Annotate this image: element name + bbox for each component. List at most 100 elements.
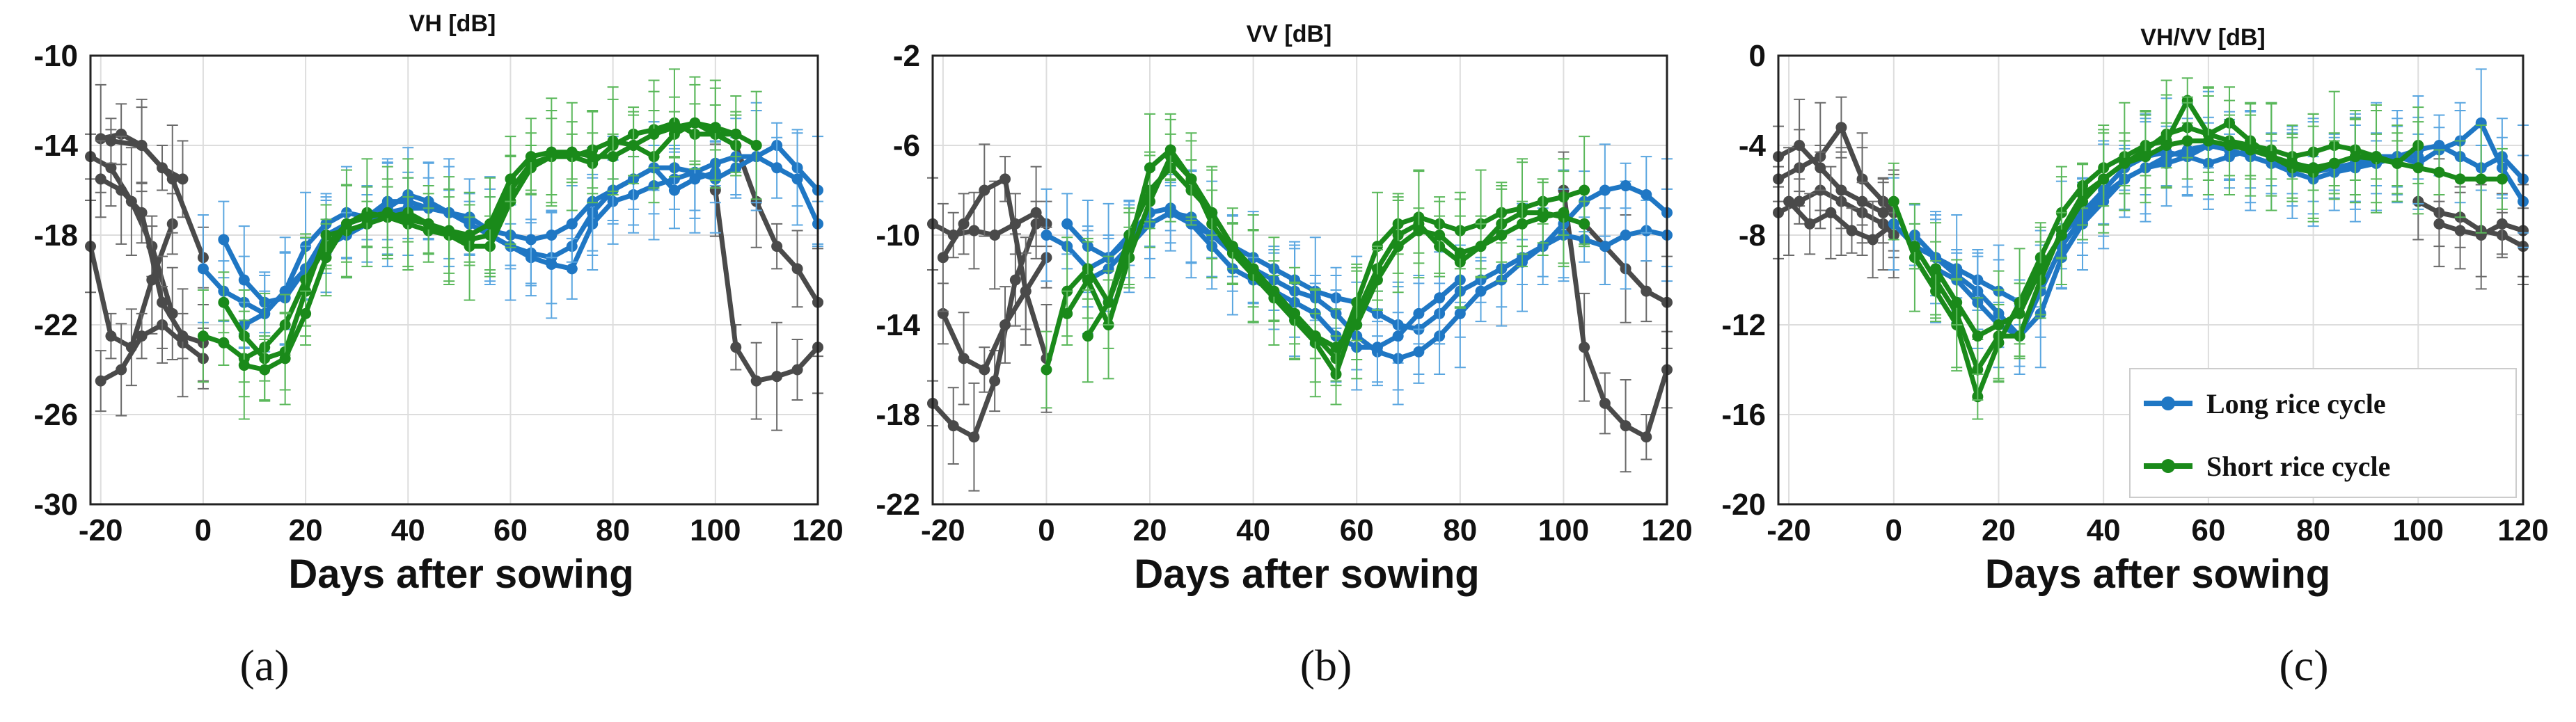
- x-tick-label: 120: [792, 513, 843, 547]
- x-tick-label: 0: [1038, 513, 1054, 547]
- data-point: [166, 173, 178, 185]
- data-point: [2077, 195, 2089, 207]
- panel-label: (b): [1300, 641, 1352, 690]
- chart-panel-3: -20 0 20 40 60 80 100 120 -20 -16 -12 -8 -4 0 VH/VV [d…: [1721, 24, 2548, 690]
- data-point: [2496, 173, 2508, 185]
- data-point: [340, 218, 352, 230]
- x-axis-label: Days after sowing: [1134, 552, 1479, 597]
- y-tick-label: -18: [33, 218, 78, 252]
- data-point: [1041, 364, 1052, 376]
- plot-frame: [931, 54, 1668, 506]
- legend: Long rice cycle Short rice cycle: [2129, 368, 2517, 498]
- y-tick-label: -18: [876, 398, 920, 432]
- data-point: [1794, 140, 1805, 151]
- y-tick-label: -22: [876, 488, 920, 522]
- data-point: [2349, 151, 2361, 163]
- data-point: [947, 420, 959, 432]
- data-point: [771, 371, 783, 383]
- series-line: [940, 176, 1049, 361]
- chart-panel-1: -20 0 20 40 60 80 100 120 -30 -26 -22 -18 -14 -10 VH […: [33, 10, 843, 690]
- data-point: [750, 375, 762, 387]
- data-point: [279, 353, 291, 364]
- y-tick-label: -12: [1721, 308, 1766, 342]
- data-point: [1783, 195, 1795, 207]
- data-point: [1061, 307, 1073, 319]
- y-tick-label: -2: [893, 39, 920, 73]
- data-point: [689, 117, 701, 129]
- data-point: [791, 364, 803, 376]
- data-point: [1496, 230, 1508, 241]
- data-point: [95, 173, 106, 185]
- legend-box: [2129, 368, 2517, 498]
- x-tick-label: -20: [1767, 513, 1811, 547]
- x-tick-label: 0: [1886, 513, 1902, 547]
- data-point: [979, 364, 990, 376]
- data-point: [1082, 330, 1093, 342]
- x-tick-label: 60: [493, 513, 528, 547]
- data-point: [1856, 195, 1868, 207]
- y-tick-label: -16: [1721, 398, 1766, 432]
- data-point: [2454, 173, 2466, 185]
- data-point: [1794, 195, 1805, 207]
- data-point: [1392, 241, 1404, 252]
- x-tick-label: 100: [1538, 513, 1589, 547]
- x-tick-label: 80: [596, 513, 630, 547]
- data-point: [791, 173, 803, 185]
- chart-title: VH [dB]: [409, 10, 496, 37]
- data-point: [197, 263, 209, 275]
- chart-panel-2: -20 0 20 40 60 80 100 120 -22 -18 -14 -10 -6 -2 VV [dB…: [876, 21, 1692, 690]
- data-point: [689, 173, 701, 185]
- data-point: [771, 162, 783, 174]
- data-point: [771, 241, 783, 252]
- data-point: [1164, 144, 1176, 156]
- data-point: [1516, 218, 1528, 230]
- data-point: [2119, 157, 2131, 169]
- y-tick-label: -22: [33, 308, 78, 342]
- data-point: [116, 364, 127, 376]
- data-point: [197, 330, 209, 342]
- data-point: [1804, 218, 1816, 230]
- data-point: [958, 353, 970, 364]
- data-point: [177, 330, 189, 342]
- data-point: [2433, 166, 2445, 178]
- data-point: [2160, 140, 2172, 151]
- x-tick-label: 20: [289, 513, 323, 547]
- data-point: [1226, 241, 1238, 252]
- data-point: [1475, 241, 1487, 252]
- y-tick-label: -10: [33, 39, 78, 73]
- x-tick-label: 120: [1641, 513, 1692, 547]
- y-tick-label: -14: [33, 129, 78, 163]
- y-tick-label: -4: [1739, 129, 1767, 163]
- data-point: [1888, 195, 1899, 207]
- y-tick-label: -10: [876, 218, 920, 252]
- data-point: [668, 122, 680, 134]
- series-line: [1560, 188, 1670, 440]
- data-point: [730, 342, 742, 353]
- data-point: [2202, 135, 2214, 147]
- y-tick-label: -20: [1721, 488, 1766, 522]
- data-point: [1434, 292, 1446, 304]
- data-point: [1206, 207, 1218, 218]
- series-other-rice-cycle: [730, 114, 823, 358]
- data-point: [2496, 218, 2508, 230]
- data-point: [1537, 211, 1549, 223]
- data-point: [1641, 431, 1652, 443]
- legend-label-short: Short rice cycle: [2206, 451, 2390, 482]
- data-point: [1041, 230, 1052, 241]
- data-point: [937, 252, 949, 264]
- data-point: [668, 184, 680, 196]
- data-point: [1268, 285, 1280, 297]
- y-tick-label: -30: [33, 488, 78, 522]
- data-point: [566, 263, 578, 275]
- data-point: [505, 173, 516, 185]
- data-point: [750, 140, 762, 151]
- y-tick-label: -8: [1739, 218, 1766, 252]
- data-point: [136, 330, 148, 342]
- data-point: [607, 151, 619, 163]
- data-point: [1061, 218, 1073, 230]
- data-point: [1867, 234, 1879, 246]
- legend-label-long: Long rice cycle: [2206, 388, 2386, 419]
- data-point: [999, 319, 1011, 330]
- data-point: [238, 274, 250, 286]
- data-point: [1846, 225, 1858, 236]
